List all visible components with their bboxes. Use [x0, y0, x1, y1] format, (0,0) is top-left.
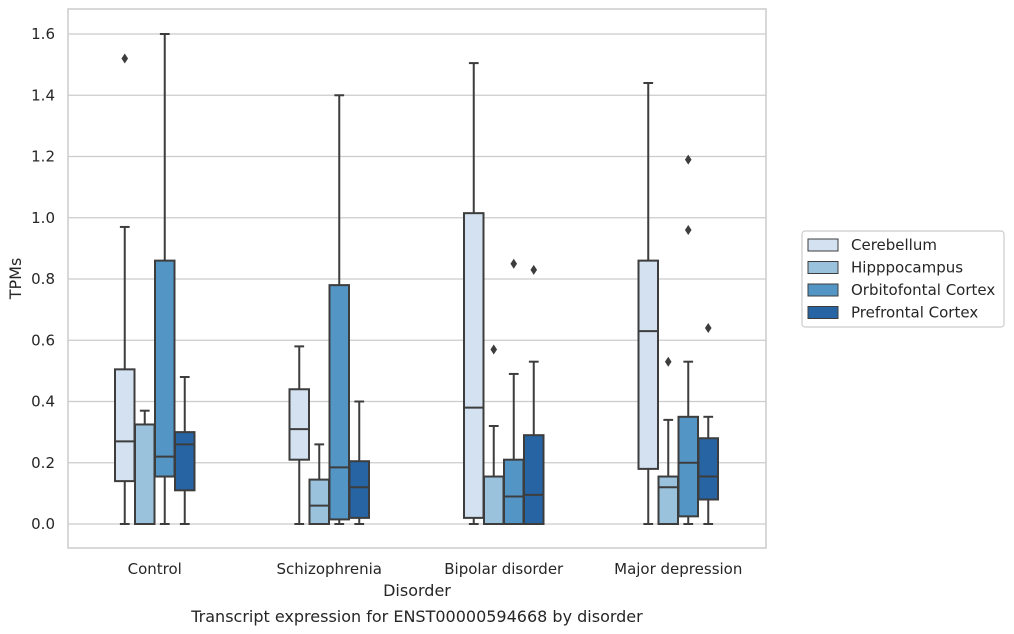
series-cerebellum — [114, 53, 659, 525]
box-group — [328, 94, 350, 525]
box-group — [114, 53, 136, 525]
box-group — [483, 344, 505, 525]
outlier-marker — [704, 323, 712, 333]
box-group — [154, 33, 176, 525]
legend-label: Prefrontal Cortex — [851, 304, 978, 322]
box-group — [637, 82, 659, 525]
iqr-box — [637, 259, 659, 470]
legend-label: Hipppocampus — [851, 259, 963, 277]
box-group — [503, 258, 525, 525]
box-group — [288, 345, 310, 525]
legend-swatch — [807, 261, 839, 274]
legend-item: Prefrontal Cortex — [807, 304, 978, 322]
x-tick-labels: Control Schizophrenia Bipolar disorder Majo… — [128, 560, 743, 578]
legend-swatch — [807, 283, 839, 297]
y-tick-label: 1.4 — [31, 86, 55, 104]
x-axis-label: Disorder — [383, 581, 451, 600]
outlier-marker — [490, 344, 498, 355]
iqr-box — [134, 423, 156, 525]
y-tick-label: 0.2 — [31, 454, 55, 472]
y-tick-label: 1.2 — [31, 148, 55, 166]
box-plot-series — [114, 33, 719, 525]
iqr-box — [114, 368, 136, 483]
iqr-box — [503, 458, 525, 525]
iqr-box — [154, 259, 176, 478]
y-axis-label: TPMs — [6, 258, 25, 301]
outlier-marker — [530, 264, 538, 275]
box-group — [657, 356, 679, 525]
box-group — [523, 264, 545, 525]
box-group — [134, 409, 156, 525]
legend-frame — [801, 230, 1005, 328]
iqr-box — [288, 388, 310, 461]
outlier-marker — [510, 258, 518, 269]
iqr-box — [657, 475, 679, 525]
legend-label: Cerebellum — [851, 236, 937, 254]
y-tick-labels: 0.0 0.2 0.4 0.6 0.8 1.0 1.2 1.4 1.6 — [31, 25, 55, 533]
box-group — [174, 376, 196, 525]
iqr-box — [523, 434, 545, 525]
legend-item: Hipppocampus — [807, 259, 963, 277]
box-group — [697, 323, 719, 525]
legend-swatch — [807, 306, 839, 319]
y-tick-label: 0.0 — [31, 515, 55, 533]
y-tick-label: 0.4 — [31, 393, 55, 411]
x-tick-label: Schizophrenia — [277, 560, 382, 578]
y-tick-label: 1.0 — [31, 209, 55, 227]
y-tick-label: 0.8 — [31, 270, 55, 288]
legend: Cerebellum Hipppocampus Orbitofontal Corte… — [801, 230, 1005, 328]
y-tick-label: 0.6 — [31, 331, 55, 349]
iqr-box — [677, 415, 699, 518]
plot-area-frame — [67, 8, 767, 549]
box-group — [308, 443, 330, 525]
outlier-marker — [684, 154, 692, 165]
iqr-box — [174, 431, 196, 492]
outlier-marker — [664, 356, 672, 367]
outlier-marker — [684, 225, 692, 235]
iqr-box — [697, 437, 719, 501]
series-prefrontal-cortex — [174, 264, 719, 525]
legend-item: Cerebellum — [807, 236, 937, 254]
box-group — [677, 154, 699, 525]
legend-label: Orbitofontal Cortex — [851, 281, 995, 299]
chart-caption: Transcript expression for ENST0000059466… — [190, 607, 643, 626]
iqr-box — [463, 212, 485, 519]
series-orbitofontal-cortex — [154, 33, 699, 525]
iqr-box — [308, 478, 330, 525]
box-group — [348, 400, 370, 525]
outlier-marker — [121, 53, 129, 64]
y-tick-label: 1.6 — [31, 25, 55, 43]
iqr-box — [483, 475, 505, 525]
x-tick-label: Control — [128, 560, 182, 578]
iqr-box — [348, 460, 370, 519]
legend-item: Orbitofontal Cortex — [807, 281, 995, 299]
iqr-box — [328, 284, 350, 521]
series-hipppocampus — [134, 344, 679, 525]
legend-swatch — [807, 238, 839, 252]
box-group — [463, 62, 485, 525]
x-tick-label: Major depression — [614, 560, 742, 578]
x-tick-label: Bipolar disorder — [444, 560, 564, 578]
